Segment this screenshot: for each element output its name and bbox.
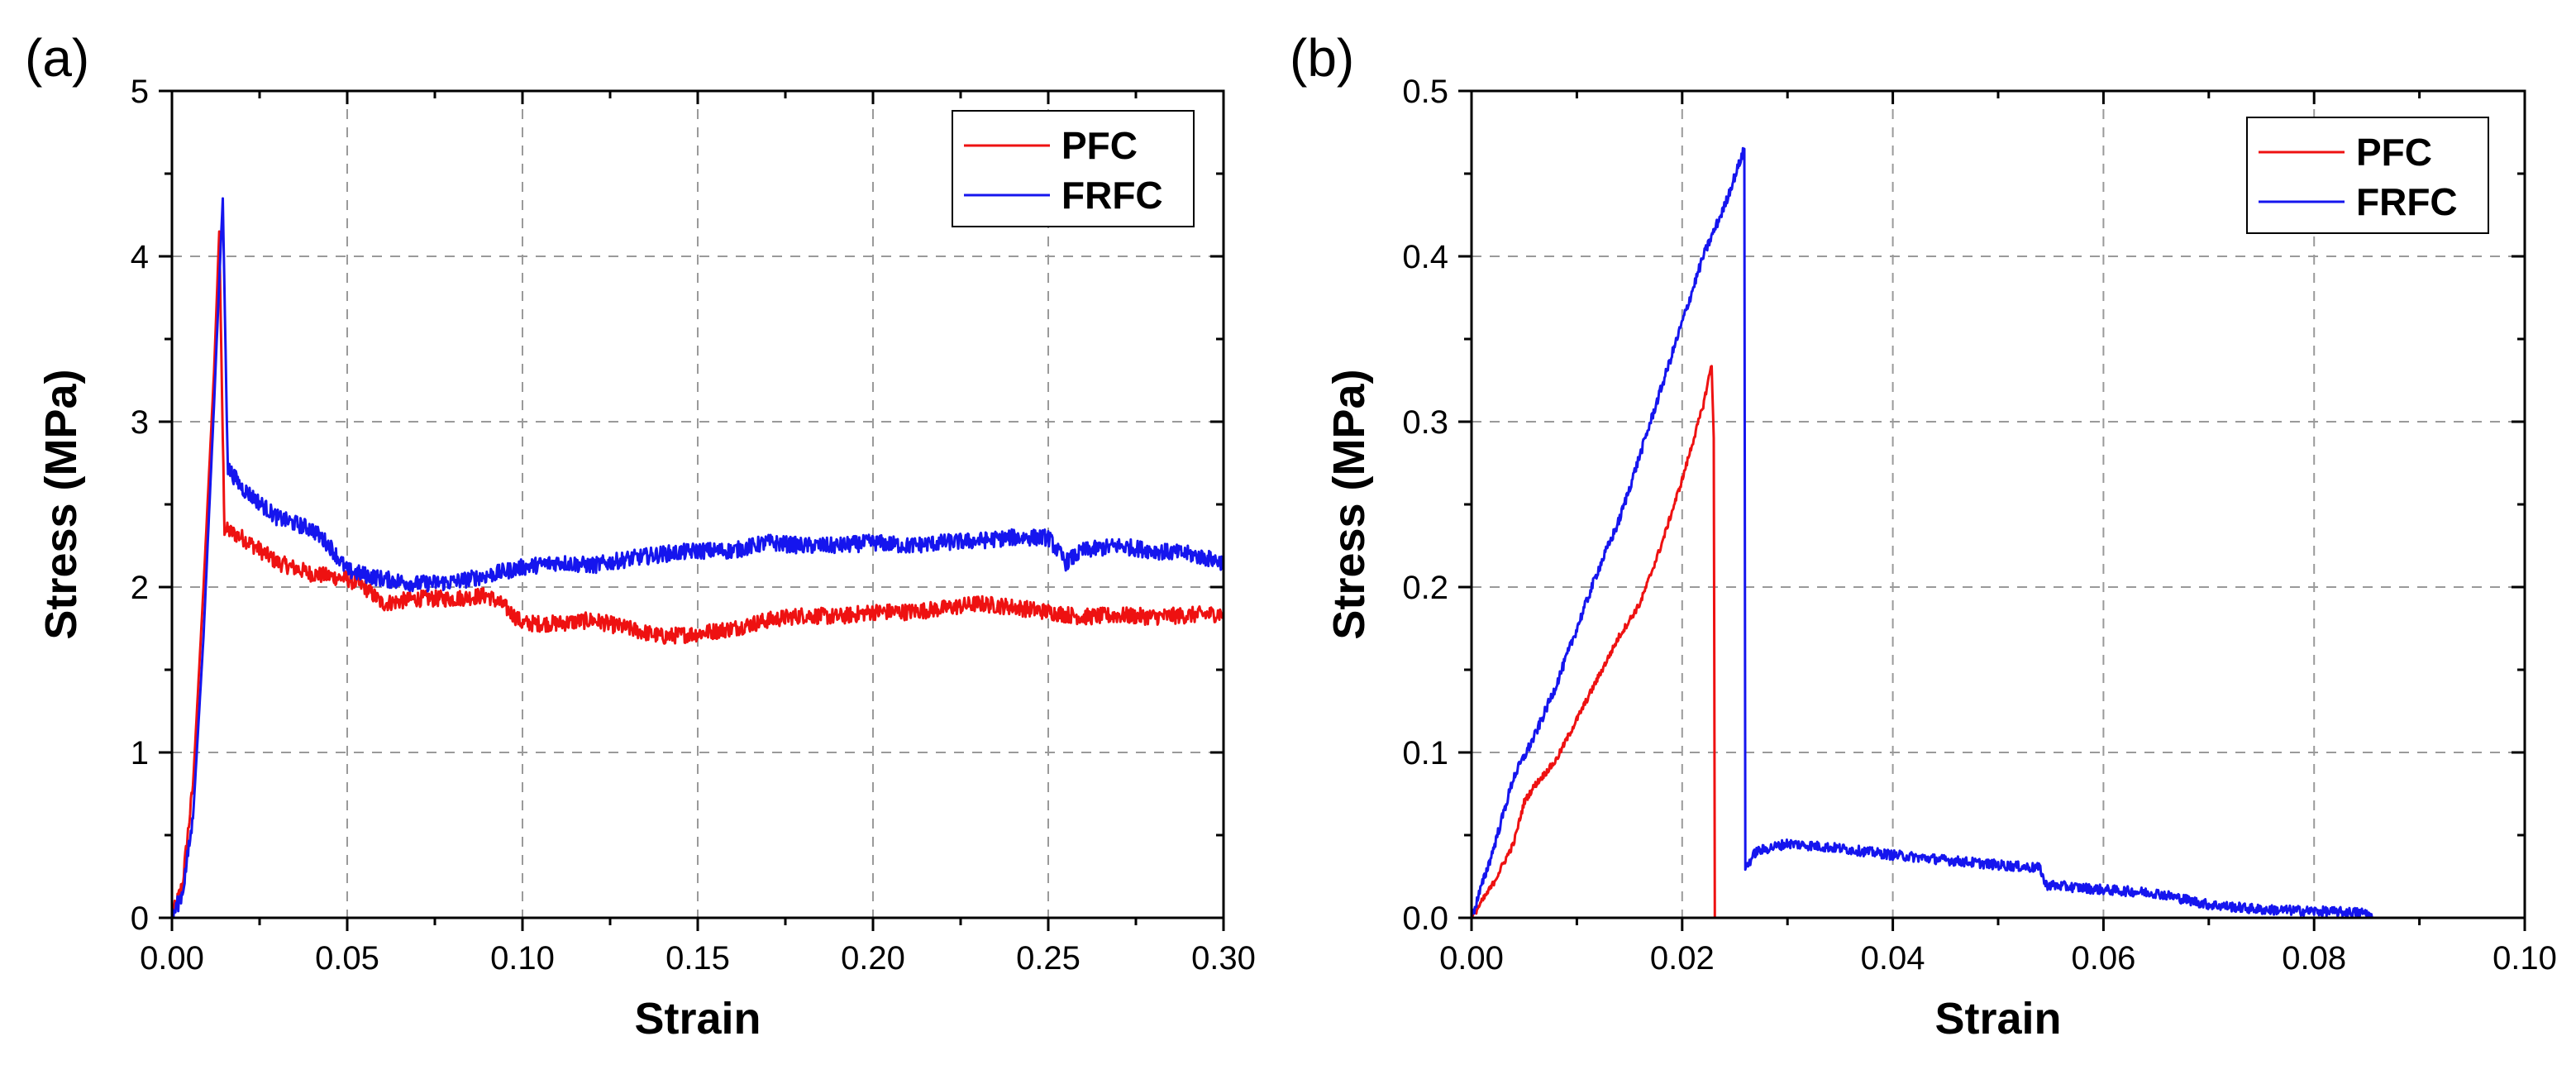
legend-box: [952, 110, 1195, 227]
legend: PFC FRFC: [2246, 117, 2489, 234]
y-axis-title: Stress (MPa): [1324, 369, 1374, 639]
x-tick-label: 0.06: [2071, 940, 2135, 977]
y-tick-label: 0.1: [1402, 735, 1448, 771]
y-tick-label: 1: [131, 735, 149, 771]
series-line-frfc: [170, 197, 1225, 919]
x-tick-label: 0.10: [490, 940, 555, 977]
legend-label-frfc: FRFC: [1061, 174, 1163, 217]
series-line-pfc: [1470, 365, 1717, 919]
panel-label: (b): [1290, 28, 1354, 88]
x-tick-label: 0.15: [665, 940, 730, 977]
x-tick-label: 0.08: [2282, 940, 2346, 977]
y-tick-label: 0.3: [1402, 404, 1448, 441]
x-tick-label: 0.10: [2493, 940, 2557, 977]
x-tick-label: 0.04: [1861, 940, 1925, 977]
x-axis-title: Strain: [634, 994, 761, 1044]
y-tick-label: 4: [131, 239, 149, 275]
series-line-pfc: [170, 230, 1225, 919]
x-tick-label: 0.00: [1439, 940, 1504, 977]
legend-box: [2246, 117, 2489, 234]
chart-panel-a: 0.00 0.05 0.10 0.15 0.20 0.25 0.30 0 1 2 3 4 5 Strain…: [25, 28, 1256, 1044]
x-tick-label: 0.25: [1016, 940, 1080, 977]
chart-panel-b: 0.00 0.02 0.04 0.06 0.08 0.10 0.0 0.1 0.2 0.3 0.4 0…: [1290, 28, 2557, 1044]
panel-label: (a): [25, 28, 89, 88]
x-tick-label: 0.05: [315, 940, 379, 977]
y-tick-label: 5: [131, 74, 149, 110]
legend-label-pfc: PFC: [2356, 131, 2432, 174]
y-tick-label: 3: [131, 404, 149, 441]
y-tick-label: 0.4: [1402, 239, 1448, 275]
legend-label-frfc: FRFC: [2356, 180, 2458, 223]
x-tick-label: 0.00: [140, 940, 204, 977]
y-tick-label: 0.2: [1402, 570, 1448, 606]
y-tick-label: 0: [131, 900, 149, 937]
x-tick-label: 0.30: [1191, 940, 1256, 977]
y-axis-title: Stress (MPa): [36, 369, 86, 639]
y-tick-label: 0.5: [1402, 74, 1448, 110]
legend: PFC FRFC: [952, 110, 1195, 227]
y-tick-label: 0.0: [1402, 900, 1448, 937]
series-line-frfc: [1470, 146, 2373, 919]
x-axis-title: Strain: [1934, 994, 2061, 1044]
y-tick-label: 2: [131, 570, 149, 606]
x-tick-label: 0.02: [1650, 940, 1715, 977]
legend-label-pfc: PFC: [1061, 124, 1138, 167]
x-tick-label: 0.20: [841, 940, 905, 977]
